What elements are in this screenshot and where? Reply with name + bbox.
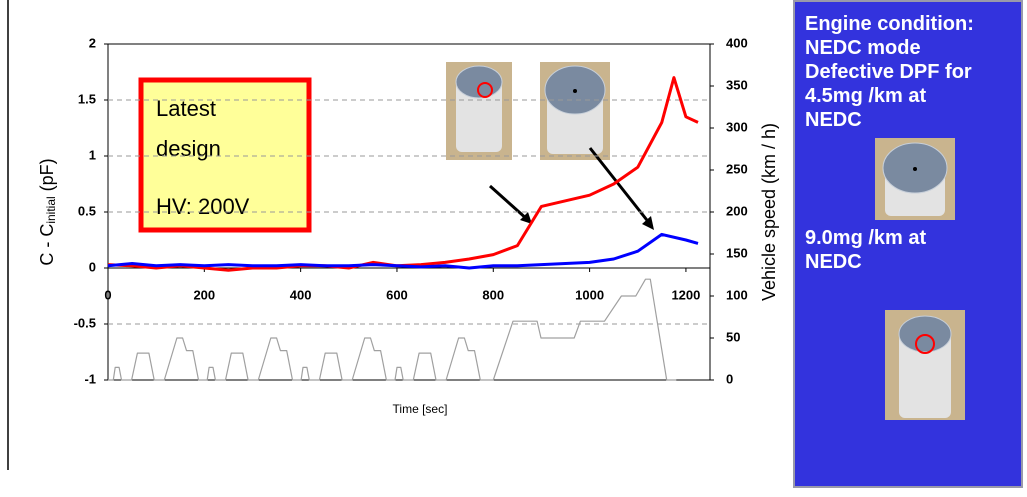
panel-text: 4.5mg /km at bbox=[805, 85, 927, 107]
y2-tick-label: 150 bbox=[726, 245, 748, 260]
series-line bbox=[107, 232, 699, 270]
arrow-head bbox=[642, 216, 654, 230]
arrow-head bbox=[520, 212, 532, 224]
x-tick-label: 0 bbox=[104, 287, 111, 302]
y2-tick-label: 0 bbox=[726, 371, 733, 386]
y2-tick-label: 250 bbox=[726, 161, 748, 176]
panel-text: Defective DPF for bbox=[805, 61, 972, 83]
y2-tick-label: 50 bbox=[726, 329, 740, 344]
y2-tick-label: 100 bbox=[726, 287, 748, 302]
dpf-photo bbox=[540, 62, 610, 160]
x-tick-label: 200 bbox=[193, 287, 215, 302]
x-axis-label: Time [sec] bbox=[393, 402, 448, 416]
dpf-photo bbox=[875, 138, 955, 220]
panel-text: NEDC mode bbox=[805, 37, 921, 59]
y-tick-label: 0 bbox=[89, 259, 96, 274]
y-tick-label: 0.5 bbox=[78, 203, 96, 218]
y2-tick-label: 350 bbox=[726, 77, 748, 92]
annotation-text: HV: 200V bbox=[156, 194, 250, 219]
series-line bbox=[108, 278, 677, 381]
dpf-photo bbox=[446, 62, 512, 160]
chart: Time [sec] C - Cinitial (pF) Vehicle spe… bbox=[7, 0, 779, 470]
y-label-main: C - C bbox=[37, 224, 57, 266]
y-tick-label: 1 bbox=[89, 147, 96, 162]
y-axis-label: C - Cinitial (pF) bbox=[37, 158, 58, 265]
y-label-sub: initial bbox=[44, 196, 58, 223]
panel-text: Engine condition: bbox=[805, 13, 974, 35]
x-tick-label: 1200 bbox=[671, 287, 700, 302]
annotation-text: design bbox=[156, 136, 221, 161]
annotation-box bbox=[138, 77, 312, 233]
y2-tick-label: 300 bbox=[726, 119, 748, 134]
x-tick-label: 400 bbox=[290, 287, 312, 302]
y2-axis-label: Vehicle speed (km / h) bbox=[759, 123, 779, 301]
y-tick-label: 1.5 bbox=[78, 91, 96, 106]
panel-text: NEDC bbox=[805, 251, 862, 273]
x-tick-label: 600 bbox=[386, 287, 408, 302]
panel-text: 9.0mg /km at bbox=[805, 227, 927, 249]
side-panel: Engine condition: NEDC mode Defective DPF … bbox=[793, 0, 1023, 488]
panel-text: NEDC bbox=[805, 109, 862, 131]
y-tick-label: 2 bbox=[89, 35, 96, 50]
y2-tick-label: 400 bbox=[726, 35, 748, 50]
dpf-photo bbox=[885, 310, 965, 420]
y-tick-label: -0.5 bbox=[74, 315, 96, 330]
y-tick-label: -1 bbox=[84, 371, 96, 386]
y2-tick-label: 200 bbox=[726, 203, 748, 218]
series-line bbox=[107, 76, 699, 272]
arrow bbox=[588, 147, 652, 225]
x-tick-label: 1000 bbox=[575, 287, 604, 302]
arrow bbox=[488, 184, 530, 222]
x-tick-label: 800 bbox=[482, 287, 504, 302]
y-label-tail: (pF) bbox=[37, 158, 57, 196]
